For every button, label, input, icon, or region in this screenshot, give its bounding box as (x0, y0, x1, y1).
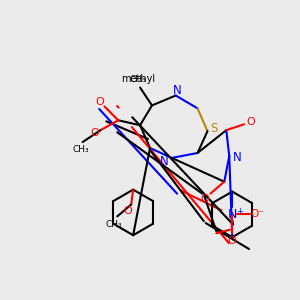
Text: CH₃: CH₃ (105, 220, 122, 229)
Text: N: N (227, 208, 237, 221)
Text: O: O (95, 98, 104, 107)
Text: N: N (233, 152, 242, 164)
Text: N: N (160, 155, 168, 168)
Text: N: N (173, 84, 182, 97)
Text: O: O (124, 206, 133, 216)
Text: CH₃: CH₃ (130, 75, 146, 84)
Text: O: O (200, 194, 209, 203)
Text: S: S (211, 122, 218, 135)
Text: O: O (90, 128, 99, 138)
Text: O: O (247, 117, 255, 127)
Text: CH₃: CH₃ (72, 146, 89, 154)
Text: O⁻: O⁻ (250, 209, 264, 219)
Text: +: + (236, 207, 243, 216)
Text: methyl: methyl (121, 74, 155, 84)
Text: O: O (228, 236, 237, 246)
